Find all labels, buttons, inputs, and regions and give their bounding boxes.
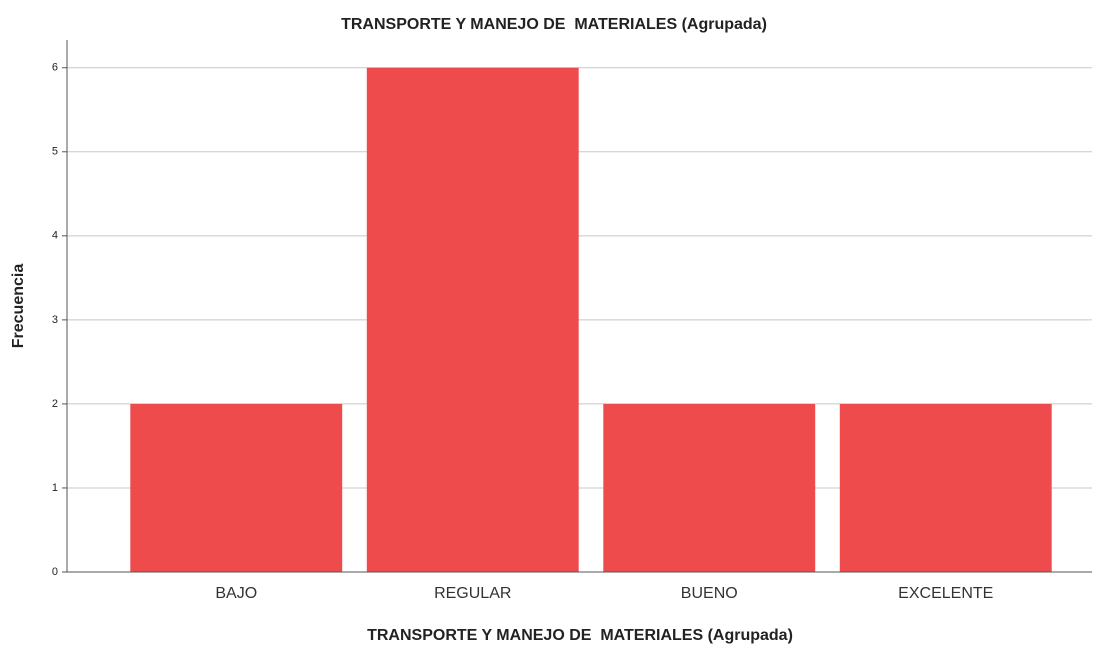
y-axis-label: Frecuencia xyxy=(10,264,27,349)
y-tick-label: 6 xyxy=(52,62,58,74)
bar xyxy=(130,403,343,572)
bar xyxy=(366,67,579,573)
chart-title: TRANSPORTE Y MANEJO DE MATERIALES (Agrup… xyxy=(341,16,767,33)
x-tick-label: BAJO xyxy=(215,585,257,602)
bar xyxy=(603,403,816,572)
y-tick-label: 0 xyxy=(52,566,58,578)
x-tick-label: REGULAR xyxy=(434,585,511,602)
y-tick-label: 3 xyxy=(52,314,58,326)
x-tick-label: EXCELENTE xyxy=(898,585,993,602)
y-tick-label: 4 xyxy=(52,230,58,242)
x-tick-label: BUENO xyxy=(681,585,738,602)
y-tick-label: 1 xyxy=(52,482,58,494)
x-axis-label: TRANSPORTE Y MANEJO DE MATERIALES (Agrup… xyxy=(367,627,793,644)
y-tick-label: 2 xyxy=(52,398,58,410)
bar xyxy=(839,403,1052,572)
y-tick-label: 5 xyxy=(52,146,58,158)
